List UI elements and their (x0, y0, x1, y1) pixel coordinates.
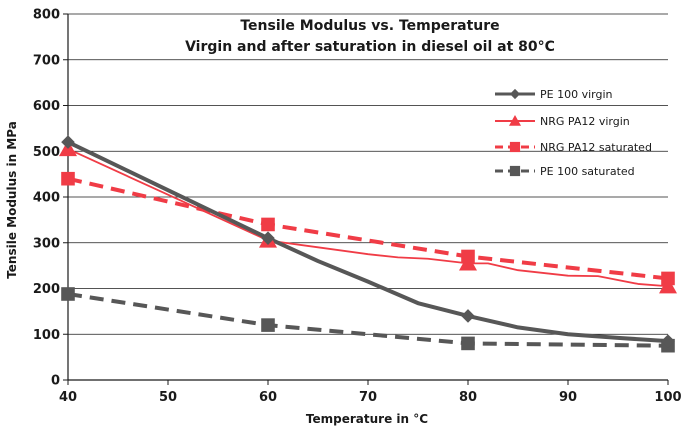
y-tick-label: 200 (33, 282, 60, 297)
chart-title: Tensile Modulus vs. Temperature (240, 18, 499, 34)
series-line (67, 176, 669, 281)
data-point (61, 287, 75, 301)
legend: PE 100 virgin NRG PA12 virgin NRG PA12 sat… (495, 88, 652, 178)
y-tick-label: 800 (33, 8, 60, 23)
x-tick-label: 60 (259, 390, 277, 405)
x-tick-label: 90 (559, 390, 577, 405)
chart-subtitle: Virgin and after saturation in diesel oi… (185, 39, 555, 55)
x-tick-label: 100 (654, 390, 681, 405)
y-tick-label: 300 (33, 236, 60, 251)
x-tick-label: 80 (459, 390, 477, 405)
axes (63, 13, 669, 385)
series-line (67, 140, 669, 344)
legend-marker (509, 88, 521, 100)
data-point (261, 318, 275, 332)
y-tick-label: 500 (33, 145, 60, 160)
tick-labels: 0 100 200 300 400 500 600 700 800 40 50 60 70 80 90 100 (33, 8, 681, 406)
legend-marker (509, 141, 521, 153)
data-point (659, 277, 677, 294)
series-line (67, 292, 669, 348)
series-layer (59, 135, 677, 353)
y-tick-label: 700 (33, 53, 60, 68)
legend-label: NRG PA12 saturated (540, 141, 652, 154)
legend-label: PE 100 saturated (540, 165, 635, 178)
data-point (459, 254, 477, 271)
x-tick-label: 50 (159, 390, 177, 405)
legend-marker (509, 165, 521, 177)
data-point (461, 309, 475, 323)
legend-marker (509, 115, 521, 126)
y-tick-label: 100 (33, 328, 60, 343)
x-tick-label: 70 (359, 390, 377, 405)
data-point (61, 135, 75, 149)
y-tick-label: 400 (33, 191, 60, 206)
data-point (661, 334, 675, 348)
gridlines (68, 13, 668, 335)
data-point (261, 217, 275, 232)
x-axis-label: Temperature in °C (306, 412, 428, 426)
y-tick-label: 600 (33, 99, 60, 114)
y-axis-label: Tensile Modulus in MPa (5, 121, 19, 279)
legend-label: PE 100 virgin (540, 88, 613, 101)
data-point (61, 171, 75, 186)
x-tick-label: 40 (59, 390, 77, 405)
data-point (461, 336, 475, 351)
data-point (261, 231, 275, 245)
y-tick-label: 0 (51, 374, 60, 389)
legend-label: NRG PA12 virgin (540, 115, 630, 128)
